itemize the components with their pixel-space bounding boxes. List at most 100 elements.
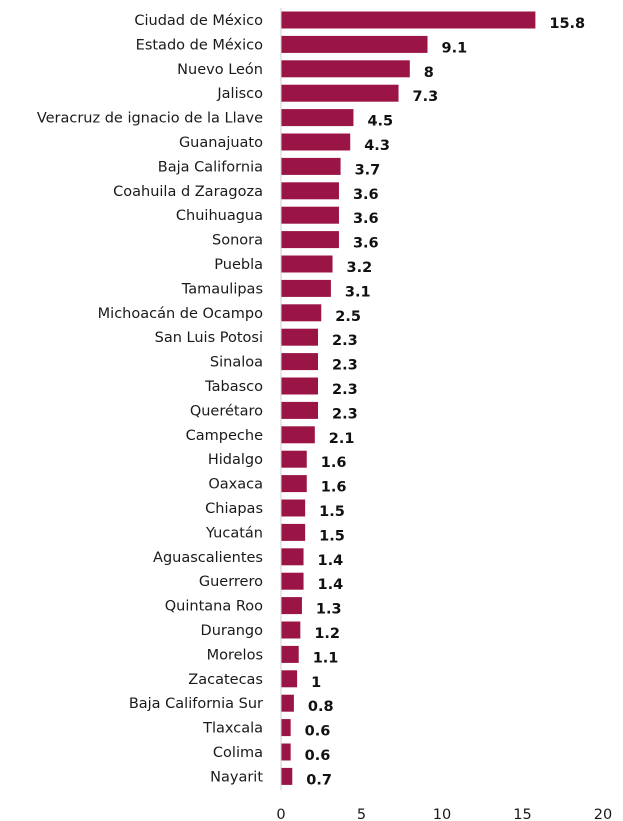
value-label: 7.3 <box>413 89 439 105</box>
x-tick-label: 0 <box>276 807 285 821</box>
category-label: San Luis Potosi <box>155 330 263 346</box>
category-label: Zacatecas <box>188 672 263 688</box>
value-label: 8 <box>424 65 434 81</box>
bar <box>281 109 354 127</box>
value-label: 2.3 <box>332 406 358 422</box>
category-labels: Ciudad de México Estado de México Nuevo Le… <box>37 13 264 785</box>
value-label: 3.6 <box>353 187 379 203</box>
value-label: 0.7 <box>306 772 332 788</box>
value-label: 0.6 <box>305 724 331 740</box>
value-label: 3.6 <box>353 211 379 227</box>
category-label: Quintana Roo <box>165 599 263 615</box>
value-label: 3.1 <box>345 284 371 300</box>
bar <box>281 523 306 541</box>
category-label: Tlaxcala <box>202 721 263 737</box>
bar <box>281 133 351 151</box>
bar <box>281 719 291 737</box>
value-label: 1.5 <box>319 528 345 544</box>
bar <box>281 401 319 419</box>
category-label: Sonora <box>212 233 263 249</box>
value-label: 1.6 <box>321 480 347 496</box>
category-label: Aguascalientes <box>153 550 263 566</box>
bar <box>281 157 341 175</box>
category-label: Chuihuagua <box>176 208 263 224</box>
bar <box>281 11 536 29</box>
bar <box>281 206 339 224</box>
category-label: Campeche <box>186 428 263 444</box>
bar <box>281 670 298 688</box>
bar <box>281 572 304 590</box>
category-label: Sinaloa <box>210 355 263 371</box>
bar <box>281 475 307 493</box>
x-tick-label: 10 <box>433 807 451 821</box>
category-label: Puebla <box>214 257 263 273</box>
bar <box>281 84 399 102</box>
value-label: 3.7 <box>355 162 381 178</box>
value-label: 0.6 <box>305 748 331 764</box>
value-label: 1.2 <box>314 626 340 642</box>
value-label: 1 <box>311 675 321 691</box>
category-label: Estado de México <box>136 37 263 53</box>
category-label: Hidalgo <box>208 452 263 468</box>
value-label: 1.4 <box>318 577 344 593</box>
value-label: 1.6 <box>321 455 347 471</box>
category-label: Veracruz de ignacio de la Llave <box>37 111 263 127</box>
value-label: 2.3 <box>332 382 358 398</box>
category-label: Tamaulipas <box>181 281 263 297</box>
category-label: Yucatán <box>205 525 263 541</box>
bar <box>281 35 428 53</box>
value-label: 1.1 <box>313 650 339 666</box>
bar <box>281 645 299 663</box>
bar <box>281 597 302 615</box>
bar <box>281 621 301 639</box>
value-labels: 15.8 9.1 8 7.3 4.5 4.3 3.7 3.6 3.6 3.6 3.2 3.1 2.5 2.… <box>305 16 586 788</box>
category-label: Querétaro <box>190 403 263 419</box>
bar <box>281 328 319 346</box>
category-label: Coahuila d Zaragoza <box>113 184 263 200</box>
category-label: Durango <box>201 623 264 639</box>
value-label: 2.1 <box>329 431 355 447</box>
bar <box>281 548 304 566</box>
bar <box>281 743 291 761</box>
bar <box>281 767 293 785</box>
value-label: 1.5 <box>319 504 345 520</box>
category-label: Chiapas <box>205 501 263 517</box>
value-label: 1.3 <box>316 602 342 618</box>
bar <box>281 279 331 297</box>
value-label: 0.8 <box>308 699 334 715</box>
category-label: Morelos <box>207 647 263 663</box>
category-label: Nuevo León <box>177 62 263 78</box>
value-label: 2.3 <box>332 333 358 349</box>
x-axis: 0 5 10 15 20 <box>276 8 612 821</box>
bar <box>281 694 294 712</box>
value-label: 4.3 <box>364 138 390 154</box>
category-label: Guerrero <box>199 574 263 590</box>
value-label: 3.2 <box>347 260 373 276</box>
category-label: Nayarit <box>210 769 263 785</box>
category-label: Tabasco <box>204 379 263 395</box>
category-label: Guanajuato <box>179 135 263 151</box>
category-label: Oaxaca <box>208 477 263 493</box>
value-label: 9.1 <box>442 40 468 56</box>
bar <box>281 426 315 444</box>
category-label: Michoacán de Ocampo <box>98 306 263 322</box>
x-tick-label: 20 <box>594 807 612 821</box>
category-label: Baja California Sur <box>129 696 263 712</box>
value-label: 2.3 <box>332 358 358 374</box>
category-label: Colima <box>213 745 263 761</box>
bar <box>281 304 322 322</box>
category-label: Baja California <box>158 159 263 175</box>
x-tick-label: 15 <box>513 807 531 821</box>
value-label: 1.4 <box>318 553 344 569</box>
bar <box>281 450 307 468</box>
bar <box>281 231 339 249</box>
bar <box>281 255 333 273</box>
category-label: Jalisco <box>216 86 263 102</box>
value-label: 2.5 <box>335 309 361 325</box>
bar <box>281 60 410 78</box>
value-label: 3.6 <box>353 236 379 252</box>
bar <box>281 353 319 371</box>
bar <box>281 499 306 517</box>
category-label: Ciudad de México <box>134 13 263 29</box>
